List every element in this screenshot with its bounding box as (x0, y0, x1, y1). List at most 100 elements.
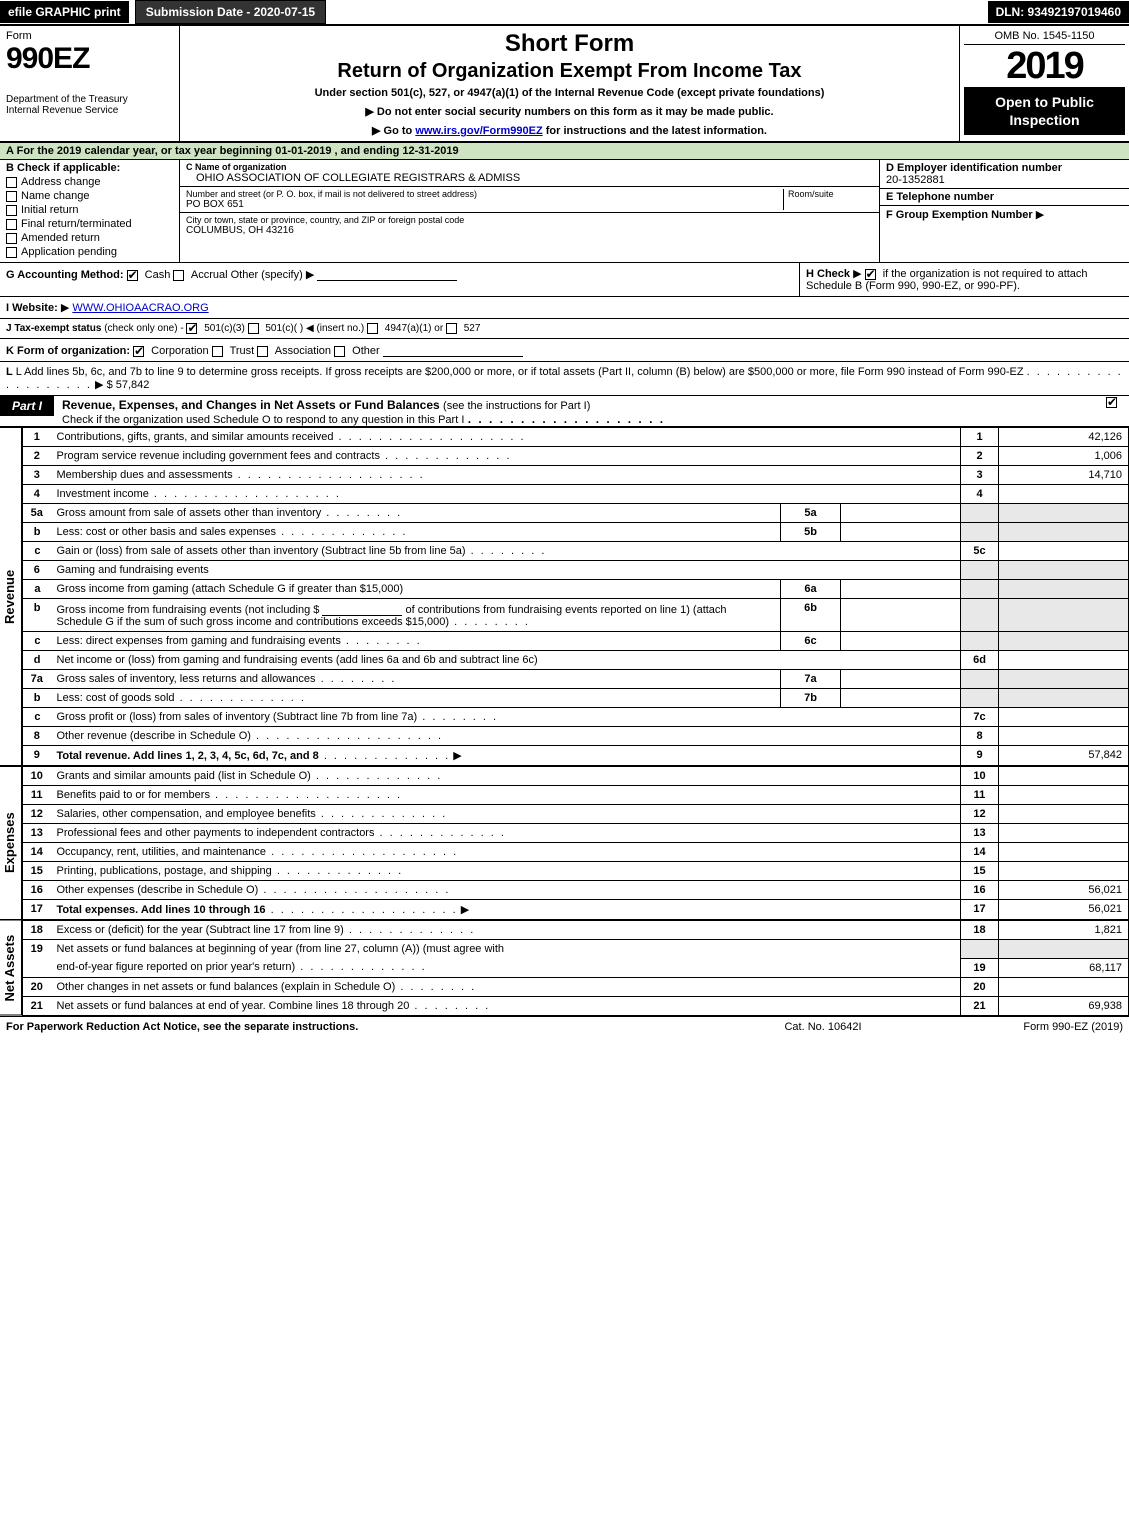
sub-ref: 7b (781, 689, 841, 708)
header-left: Form 990EZ Department of the Treasury In… (0, 26, 180, 141)
street-address: PO BOX 651 (186, 199, 783, 210)
section-bcd: B Check if applicable: Address change Na… (0, 160, 1129, 263)
line-desc: Total expenses. Add lines 10 through 16 (57, 904, 266, 916)
sub-ref: 5b (781, 523, 841, 542)
line-desc: Investment income (57, 488, 149, 500)
line-desc-2: end-of-year figure reported on prior yea… (57, 961, 296, 973)
other-org-field[interactable] (383, 343, 523, 357)
checkbox-501c[interactable] (248, 323, 259, 334)
table-row: a Gross income from gaming (attach Sched… (23, 580, 1129, 599)
checkbox-corporation[interactable] (133, 346, 144, 357)
checkbox-address-change[interactable] (6, 177, 17, 188)
part-i-label: Part I (0, 396, 54, 416)
table-row: 20 Other changes in net assets or fund b… (23, 977, 1129, 996)
line-ref: 2 (961, 447, 999, 466)
sub-ref: 6a (781, 580, 841, 599)
checkbox-application-pending[interactable] (6, 247, 17, 258)
revenue-table: 1 Contributions, gifts, grants, and simi… (22, 427, 1129, 766)
line-ref: 20 (961, 977, 999, 996)
sub-amount (841, 632, 961, 651)
contributions-field[interactable] (322, 602, 402, 616)
goto-post: for instructions and the latest informat… (543, 125, 767, 137)
line-amount (999, 727, 1129, 746)
line-ref: 5c (961, 542, 999, 561)
line-amount: 56,021 (999, 881, 1129, 900)
shaded-cell (961, 632, 999, 651)
line-number: b (23, 523, 51, 542)
goto-pre: Go to (384, 125, 416, 137)
checkbox-amended-return[interactable] (6, 233, 17, 244)
checkbox-527[interactable] (446, 323, 457, 334)
other-specify-field[interactable] (317, 267, 457, 281)
line-amount (999, 824, 1129, 843)
shaded-cell (961, 580, 999, 599)
other-label: Other (specify) (231, 269, 303, 281)
form-word: Form (6, 30, 173, 42)
shaded-cell (961, 940, 999, 959)
line-number: 12 (23, 805, 51, 824)
line-amount: 56,021 (999, 900, 1129, 920)
checkbox-name-change[interactable] (6, 191, 17, 202)
shaded-cell (999, 580, 1129, 599)
association-label: Association (275, 345, 331, 357)
line-number: a (23, 580, 51, 599)
l-text: L Add lines 5b, 6c, and 7b to line 9 to … (16, 366, 1024, 378)
website-link[interactable]: WWW.OHIOAACRAO.ORG (72, 302, 208, 314)
short-form-title: Short Form (190, 30, 949, 58)
group-exemption-label: F Group Exemption Number (886, 209, 1033, 221)
checkbox-501c3[interactable] (186, 323, 197, 334)
line-ref: 12 (961, 805, 999, 824)
submission-date-button[interactable]: Submission Date - 2020-07-15 (135, 0, 326, 24)
line-number: 13 (23, 824, 51, 843)
revenue-vertical-label: Revenue (0, 427, 22, 766)
initial-return-label: Initial return (21, 204, 78, 216)
line-ref: 18 (961, 921, 999, 940)
dept-treasury: Department of the Treasury (6, 94, 173, 105)
address-change-label: Address change (21, 176, 101, 188)
sub-ref: 6c (781, 632, 841, 651)
footer-cat-no: Cat. No. 10642I (723, 1021, 923, 1033)
l-amount: $ 57,842 (107, 379, 150, 391)
irs-link[interactable]: www.irs.gov/Form990EZ (415, 125, 542, 137)
efile-print-button[interactable]: efile GRAPHIC print (0, 1, 129, 23)
line-number: 16 (23, 881, 51, 900)
table-row: 3 Membership dues and assessments 3 14,7… (23, 466, 1129, 485)
line-amount (999, 542, 1129, 561)
line-number: 5a (23, 504, 51, 523)
checkbox-trust[interactable] (212, 346, 223, 357)
corporation-label: Corporation (151, 345, 208, 357)
line-desc: Gross sales of inventory, less returns a… (57, 673, 316, 685)
shaded-cell (961, 561, 999, 580)
line-desc: Excess or (deficit) for the year (Subtra… (57, 924, 344, 936)
line-desc: Gross income from gaming (attach Schedul… (57, 583, 404, 595)
shaded-cell (961, 670, 999, 689)
b-title: Check if applicable: (17, 162, 120, 174)
ein-label: D Employer identification number (886, 162, 1123, 174)
table-row: b Less: cost or other basis and sales ex… (23, 523, 1129, 542)
row-k-form-org: K Form of organization: Corporation Trus… (0, 339, 1129, 362)
checkbox-schedule-b[interactable] (865, 269, 876, 280)
checkbox-association[interactable] (257, 346, 268, 357)
footer-form-ref: Form 990-EZ (2019) (923, 1021, 1123, 1033)
checkbox-other-org[interactable] (334, 346, 345, 357)
room-suite-label: Room/suite (788, 189, 873, 199)
table-row: b Less: cost of goods sold 7b (23, 689, 1129, 708)
checkbox-final-return[interactable] (6, 219, 17, 230)
line-amount (999, 862, 1129, 881)
checkbox-4947[interactable] (367, 323, 378, 334)
checkbox-cash[interactable] (127, 270, 138, 281)
line-desc: Gross profit or (loss) from sales of inv… (57, 711, 418, 723)
line-number: 4 (23, 485, 51, 504)
sub-amount (841, 580, 961, 599)
shaded-cell (961, 689, 999, 708)
net-assets-section: Net Assets 18 Excess or (deficit) for th… (0, 920, 1129, 1016)
line-desc: Net assets or fund balances at end of ye… (57, 1000, 410, 1012)
checkbox-schedule-o[interactable] (1106, 397, 1117, 408)
checkbox-accrual[interactable] (173, 270, 184, 281)
column-d: D Employer identification number 20-1352… (879, 160, 1129, 262)
open-public-inspection: Open to Public Inspection (964, 87, 1125, 135)
checkbox-initial-return[interactable] (6, 205, 17, 216)
sub-amount (841, 599, 961, 632)
line-number: 11 (23, 786, 51, 805)
line-amount: 57,842 (999, 746, 1129, 766)
